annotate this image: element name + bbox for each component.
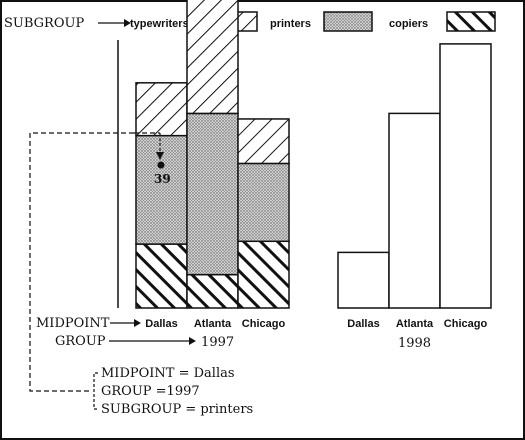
- bar-segment-1997-dallas-printers: [135, 134, 188, 245]
- category-label-1997-atlanta: Atlanta: [194, 318, 232, 330]
- category-labels: Dallas Atlanta Chicago 1997 Dallas Atlanta Chi…: [145, 318, 487, 351]
- callout-leader-line: [29, 132, 134, 392]
- midpoint-arrow-head-icon: [134, 319, 141, 327]
- bar-1998-chicago: [439, 43, 492, 309]
- callout-line-midpoint: MIDPOINT = Dallas: [101, 366, 235, 381]
- bar-segment-1997-dallas-copiers: [135, 243, 188, 309]
- callout-bracket: [93, 372, 98, 410]
- bar-1998-atlanta: [388, 112, 441, 309]
- group-label-1998: 1998: [398, 336, 431, 351]
- bars-layer: [135, 0, 492, 309]
- bar-segment-1997-atlanta-copiers: [186, 273, 239, 309]
- bar-segment-1997-chicago-typewriters: [237, 118, 290, 165]
- category-label-1998-dallas: Dallas: [347, 318, 379, 330]
- legend-label-copiers: copiers: [389, 18, 428, 30]
- bar-segment-1997-atlanta-typewriters: [186, 0, 239, 115]
- legend-subgroup-label: SUBGROUP: [4, 16, 84, 31]
- category-label-1998-atlanta: Atlanta: [396, 318, 434, 330]
- callout-pointer-arrow-icon: [156, 152, 164, 160]
- category-label-1997-chicago: Chicago: [242, 318, 286, 330]
- group-axis-label: GROUP: [55, 334, 106, 349]
- midpoint-axis-label: MIDPOINT: [36, 316, 110, 331]
- legend-swatch-printers: [323, 11, 373, 32]
- legend-label-printers: printers: [270, 18, 311, 30]
- callout-midpoint-dot: [157, 161, 165, 169]
- legend-arrow-head-icon: [124, 19, 131, 27]
- category-label-1997-dallas: Dallas: [145, 318, 177, 330]
- callout-line-group: GROUP =1997: [101, 384, 200, 399]
- group-label-1997: 1997: [201, 335, 234, 350]
- callout-value-label: 39: [154, 172, 171, 186]
- legend: SUBGROUP typewriters printers copiers: [4, 11, 496, 32]
- category-label-1998-chicago: Chicago: [444, 318, 488, 330]
- bar-1998-dallas: [337, 251, 390, 309]
- legend-label-typewriters: typewriters: [130, 18, 189, 30]
- bar-segment-1997-atlanta-printers: [186, 112, 239, 276]
- bar-segment-1997-chicago-copiers: [237, 240, 290, 309]
- callout-line-subgroup: SUBGROUP = printers: [101, 402, 253, 417]
- group-arrow-head-icon: [189, 337, 196, 345]
- bar-segment-1997-dallas-typewriters: [135, 82, 188, 137]
- legend-swatch-copiers: [446, 11, 496, 32]
- callout: 39 MIDPOINT = Dallas GROUP =1997 SUBGROU…: [29, 132, 253, 417]
- bar-segment-1997-chicago-printers: [237, 162, 290, 243]
